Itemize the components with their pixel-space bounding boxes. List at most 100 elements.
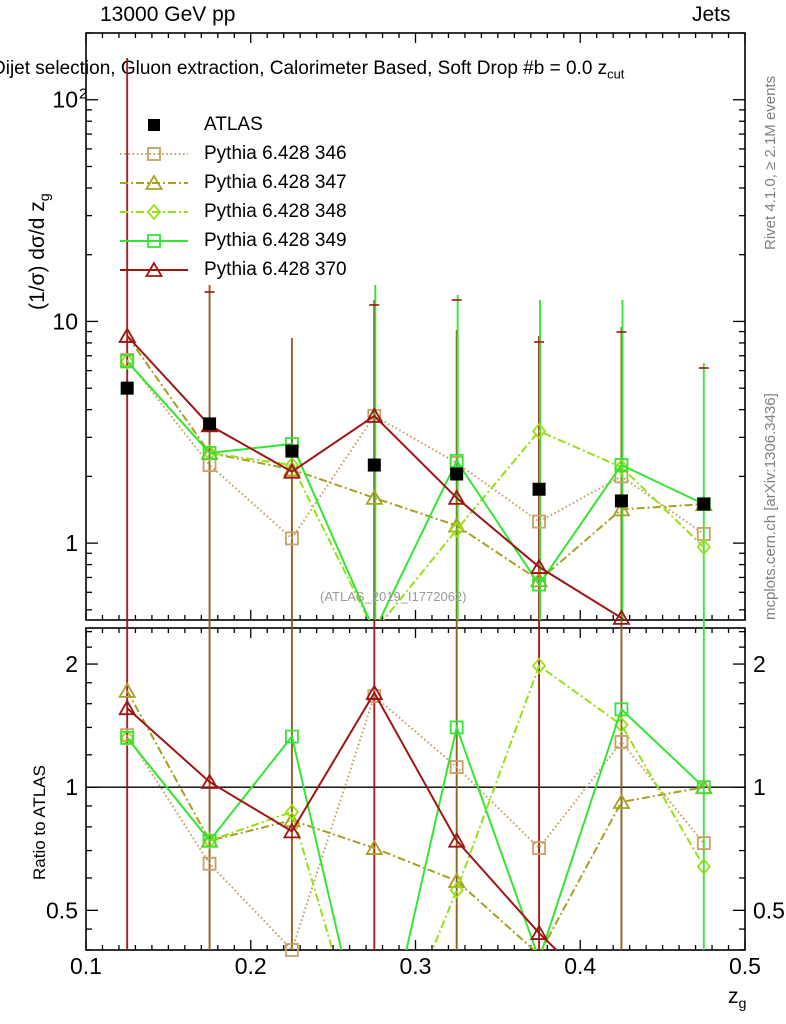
legend-item-5: Pythia 6.428 370 — [118, 255, 347, 284]
x-axis-label: zg — [728, 985, 747, 1012]
data-point-pythia-6-428-349 — [285, 729, 299, 744]
legend-item-1: Pythia 6.428 346 — [118, 139, 347, 168]
data-point-atlas — [367, 458, 381, 472]
data-point-pythia-6-428-370 — [118, 327, 137, 343]
data-point-pythia-6-428-349 — [532, 577, 546, 592]
series-line-pythia-6-428-349 — [126, 707, 705, 950]
data-point-pythia-6-428-370 — [447, 831, 466, 848]
data-point-pythia-6-428-346 — [285, 943, 299, 957]
data-point-pythia-6-428-370 — [447, 489, 466, 505]
legend-swatch — [118, 170, 190, 196]
data-point-pythia-6-428-348 — [531, 657, 547, 675]
legend-label: Pythia 6.428 370 — [204, 258, 347, 280]
data-point-atlas — [697, 497, 711, 511]
data-point-pythia-6-428-370 — [530, 924, 549, 940]
y-tick-label-ratio-left: 1 — [65, 774, 78, 800]
data-point-pythia-6-428-370 — [365, 407, 384, 423]
data-point-pythia-6-428-348 — [449, 881, 464, 899]
data-point-pythia-6-428-346 — [449, 760, 464, 774]
x-tick-label: 0.4 — [564, 953, 596, 979]
legend-label: Pythia 6.428 346 — [204, 142, 347, 164]
legend-label: Pythia 6.428 349 — [204, 229, 347, 251]
data-point-pythia-6-428-370 — [612, 609, 631, 625]
y-tick-label-main: 10 — [52, 87, 78, 113]
y-tick-label-ratio-right: 2 — [753, 651, 766, 677]
data-point-pythia-6-428-370 — [282, 822, 301, 839]
data-point-pythia-6-428-349 — [202, 446, 217, 460]
dataset-watermark: (ATLAS_2019_I1772062) — [320, 589, 467, 604]
series-line-pythia-6-428-370 — [126, 690, 558, 950]
legend-swatch — [118, 141, 190, 167]
data-point-pythia-6-428-347 — [612, 793, 631, 809]
data-point-pythia-6-428-348 — [284, 803, 300, 821]
data-point-atlas — [285, 444, 299, 458]
data-point-pythia-6-428-370 — [282, 462, 301, 479]
data-point-atlas — [203, 417, 217, 431]
data-point-pythia-6-428-349 — [696, 780, 711, 795]
y-tick-label-main-exponent: 2 — [79, 86, 87, 103]
series-line-pythia-6-428-370 — [126, 335, 625, 620]
series-line-pythia-6-428-348 — [126, 360, 705, 620]
data-point-pythia-6-428-370 — [365, 684, 384, 700]
data-point-atlas — [120, 381, 134, 395]
data-point-pythia-6-428-349 — [120, 354, 135, 369]
data-point-pythia-6-428-349 — [449, 453, 464, 468]
data-point-pythia-6-428-347 — [282, 811, 301, 828]
page-title: Dijet selection, Gluon extraction, Calor… — [0, 58, 625, 82]
data-point-atlas — [450, 467, 464, 481]
data-point-pythia-6-428-349 — [614, 458, 629, 472]
data-point-pythia-6-428-349 — [120, 730, 135, 745]
data-point-pythia-6-428-370 — [530, 558, 549, 574]
data-point-pythia-6-428-348 — [202, 444, 217, 462]
data-point-pythia-6-428-347 — [365, 839, 384, 855]
legend-swatch — [118, 199, 190, 225]
series-line-pythia-6-428-348 — [126, 664, 705, 950]
data-point-pythia-6-428-349 — [449, 720, 464, 735]
y-tick-label-ratio-right: 0.5 — [753, 897, 785, 923]
series-line-pythia-6-428-347 — [126, 690, 704, 950]
data-point-pythia-6-428-346 — [614, 735, 629, 749]
series-line-pythia-6-428-347 — [126, 335, 704, 582]
data-point-pythia-6-428-349 — [614, 702, 629, 717]
header-right: Jets — [692, 3, 731, 26]
legend-item-4: Pythia 6.428 349 — [118, 226, 347, 255]
ratio-panel-frame — [85, 627, 746, 951]
x-tick-label: 0.5 — [729, 953, 761, 979]
data-point-pythia-6-428-348 — [696, 538, 711, 556]
series-line-pythia-6-428-346 — [126, 694, 705, 950]
y-tick-label-main: 1 — [65, 530, 78, 556]
data-point-pythia-6-428-348 — [449, 521, 464, 539]
data-point-pythia-6-428-347 — [118, 682, 137, 698]
data-point-pythia-6-428-346 — [532, 514, 546, 529]
data-point-pythia-6-428-348 — [696, 858, 711, 875]
y-tick-label-ratio-right: 1 — [753, 774, 766, 800]
x-tick-label: 0.1 — [70, 953, 102, 979]
data-point-pythia-6-428-347 — [612, 500, 631, 517]
legend-swatch — [118, 112, 190, 138]
legend-item-2: Pythia 6.428 347 — [118, 168, 347, 197]
data-point-pythia-6-428-348 — [531, 422, 547, 440]
legend-item-0: ATLAS — [118, 110, 347, 139]
data-point-pythia-6-428-346 — [285, 531, 299, 546]
legend: ATLAS Pythia 6.428 346 Pythia 6.428 347 Pyt… — [118, 110, 347, 284]
data-point-pythia-6-428-348 — [120, 353, 135, 370]
legend-swatch — [118, 257, 190, 283]
legend-label: Pythia 6.428 348 — [204, 200, 347, 222]
header-left: 13000 GeV pp — [100, 3, 236, 26]
x-tick-label: 0.2 — [235, 953, 267, 979]
data-point-pythia-6-428-346 — [532, 841, 546, 855]
legend-label: Pythia 6.428 347 — [204, 171, 347, 193]
data-point-pythia-6-428-348 — [202, 832, 217, 850]
legend-label: ATLAS — [204, 113, 263, 135]
data-point-pythia-6-428-347 — [365, 489, 384, 505]
series-line-pythia-6-428-349 — [126, 360, 705, 620]
legend-item-3: Pythia 6.428 348 — [118, 197, 347, 226]
y-tick-label-ratio-left: 0.5 — [46, 897, 78, 923]
series-line-pythia-6-428-346 — [126, 359, 705, 540]
data-point-pythia-6-428-348 — [614, 458, 629, 476]
y-tick-label-main: 10 — [52, 308, 78, 334]
data-point-pythia-6-428-349 — [202, 833, 217, 848]
data-point-atlas — [614, 494, 628, 508]
